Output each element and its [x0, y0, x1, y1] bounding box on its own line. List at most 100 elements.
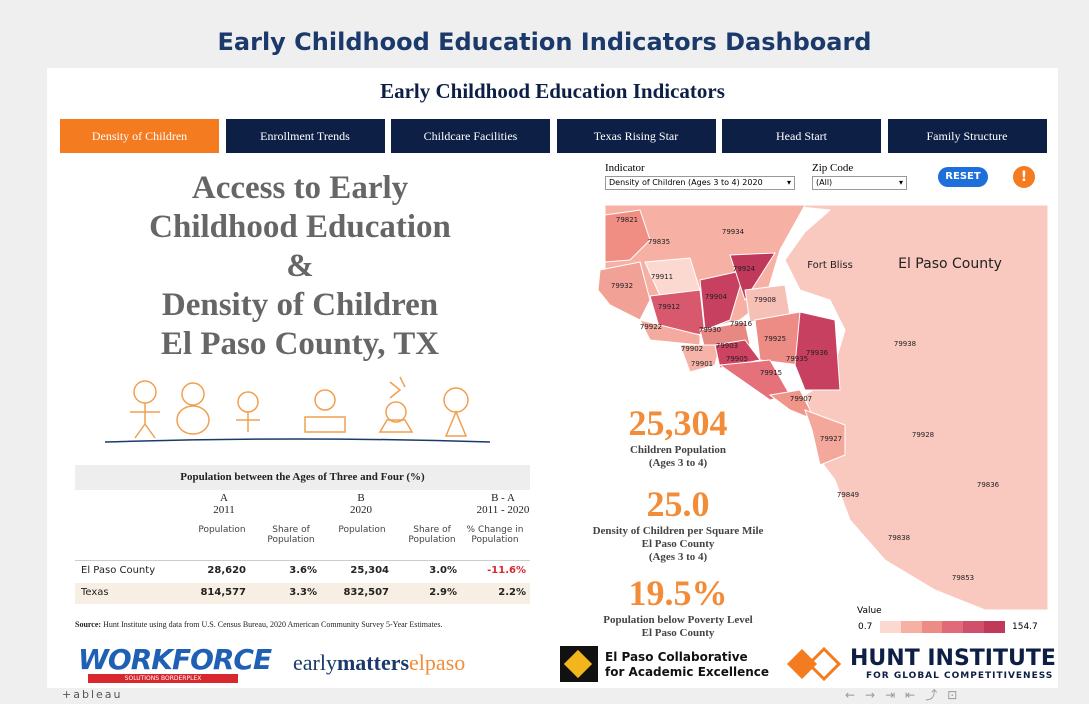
- page-title: Early Childhood Education Indicators Das…: [217, 28, 872, 56]
- logo-line: for Academic Excellence: [605, 665, 770, 679]
- early-matters-logo: earlymatterselpaso: [293, 650, 465, 676]
- table-cell: 2.2%: [498, 587, 526, 598]
- table-cell: 3.0%: [429, 565, 457, 576]
- alert-button[interactable]: !: [1013, 166, 1035, 188]
- stat-value: 19.5%: [628, 573, 728, 613]
- stat-label: Population below Poverty Level: [603, 614, 753, 626]
- table-cell: 3.3%: [289, 587, 317, 598]
- table-cell: 2.9%: [429, 587, 457, 598]
- children-illustration: [104, 376, 491, 443]
- table-cell: 25,304: [350, 565, 389, 576]
- hero-line: Density of Children: [161, 287, 439, 323]
- legend-max: 154.7: [1012, 622, 1038, 632]
- logo-part: matters: [336, 650, 410, 675]
- logo-part: early: [293, 650, 337, 675]
- source-text: Hunt Institute using data from U.S. Cens…: [103, 620, 443, 629]
- hero-line: Access to Early: [191, 170, 409, 206]
- group-letter: B - A: [491, 492, 515, 504]
- zip-label: 79908: [754, 296, 776, 304]
- tab[interactable]: Enrollment Trends: [225, 119, 385, 153]
- column-header: Population: [338, 525, 386, 535]
- zip-label: 79915: [760, 369, 782, 377]
- collab-logo: El Paso Collaborative for Academic Excell…: [605, 650, 769, 680]
- hero-line: &: [286, 248, 314, 284]
- tab[interactable]: Texas Rising Star: [556, 119, 716, 153]
- stat-value: 25,304: [628, 403, 728, 443]
- zip-label: 79849: [837, 491, 859, 499]
- dashboard-title: Early Childhood Education Indicators: [380, 79, 725, 103]
- toolbar[interactable]: ←→⇥⇤⤴⊡: [845, 688, 968, 702]
- zip-label: 79925: [764, 335, 786, 343]
- stat-label: El Paso County: [641, 538, 715, 550]
- zip-label: 79836: [977, 481, 1000, 489]
- table-cell: 3.6%: [289, 565, 317, 576]
- source-label: Source:: [75, 620, 102, 629]
- collab-icon: [560, 646, 598, 682]
- tab[interactable]: Head Start: [722, 119, 881, 153]
- zip-label: 79835: [648, 238, 670, 246]
- table-cell: 28,620: [207, 565, 246, 576]
- table-rule: [75, 560, 530, 561]
- zip-label: 79916: [730, 320, 753, 328]
- zip-label: 79912: [658, 303, 680, 311]
- zip-label: 79905: [726, 355, 748, 363]
- zip-label: 79932: [611, 282, 633, 290]
- source: Source: Hunt Institute using data from U…: [75, 620, 442, 629]
- zip-label: 79924: [733, 265, 756, 273]
- legend-min: 0.7: [858, 622, 873, 632]
- area-label: Fort Bliss: [807, 260, 853, 271]
- zip-label: 79911: [651, 273, 673, 281]
- zip-label: 79928: [912, 431, 934, 439]
- table-cell: Texas: [81, 587, 109, 598]
- table-cell: 814,577: [200, 587, 246, 598]
- zip-label: 79927: [820, 435, 842, 443]
- column-header: Share of Population: [408, 525, 456, 545]
- zip-label: 79936: [806, 349, 829, 357]
- zip-label: 79853: [952, 574, 974, 582]
- zip-label: 79821: [616, 216, 638, 224]
- tab[interactable]: Family Structure: [887, 119, 1047, 153]
- hunt-sub: FOR GLOBAL COMPETITIVENESS: [866, 671, 1054, 681]
- hero-line: El Paso County, TX: [160, 326, 440, 362]
- stat-label: (Ages 3 to 4): [648, 551, 708, 563]
- zip-label: 79903: [716, 342, 738, 350]
- logo-line: El Paso Collaborative: [605, 650, 748, 664]
- zip-label: 79901: [691, 360, 713, 368]
- group-year: 2011 - 2020: [476, 504, 530, 516]
- zip-label: 79907: [790, 395, 812, 403]
- table-title: Population between the Ages of Three and…: [180, 471, 425, 483]
- zip-label: 79938: [894, 340, 916, 348]
- stat-label: (Ages 3 to 4): [648, 457, 708, 469]
- workforce-sub: SOLUTIONS BORDERPLEX: [88, 674, 238, 683]
- logo-part: elpaso: [409, 650, 466, 675]
- indicator-dropdown[interactable]: Density of Children (Ages 3 to 4) 2020 ▾: [605, 176, 795, 190]
- tab[interactable]: Density of Children: [60, 119, 219, 153]
- indicator-value: Density of Children (Ages 3 to 4) 2020: [609, 178, 763, 187]
- legend-scale: [880, 621, 1005, 633]
- table-title-bg: [75, 465, 530, 490]
- zip-label: 79934: [722, 228, 745, 236]
- stat-label: El Paso County: [641, 627, 715, 639]
- stat-label: Density of Children per Square Mile: [592, 525, 764, 537]
- zip-label: 79922: [640, 323, 662, 331]
- reset-button[interactable]: RESET: [938, 167, 988, 187]
- table-cell: 832,507: [343, 587, 389, 598]
- hunt-logo: HUNT INSTITUTE: [850, 646, 1056, 671]
- area-label: El Paso County: [898, 256, 1002, 272]
- stat-value: 25.0: [646, 484, 710, 524]
- zip-label: 79904: [705, 293, 728, 301]
- stat-label: Children Population: [629, 444, 727, 456]
- zip-label: 79838: [888, 534, 910, 542]
- column-header: % Change in Population: [466, 525, 524, 545]
- table-cell: -11.6%: [487, 565, 526, 576]
- workforce-logo: WORKFORCE: [78, 643, 272, 676]
- group-year: 2020: [350, 504, 372, 516]
- zip-label: Zip Code: [812, 162, 854, 174]
- hunt-icon: [787, 647, 842, 681]
- zip-label: 79902: [681, 345, 703, 353]
- zip-dropdown[interactable]: (All) ▾: [812, 176, 907, 190]
- tab[interactable]: Childcare Facilities: [391, 119, 550, 153]
- legend-title: Value: [857, 606, 882, 616]
- group-letter: A: [220, 492, 228, 504]
